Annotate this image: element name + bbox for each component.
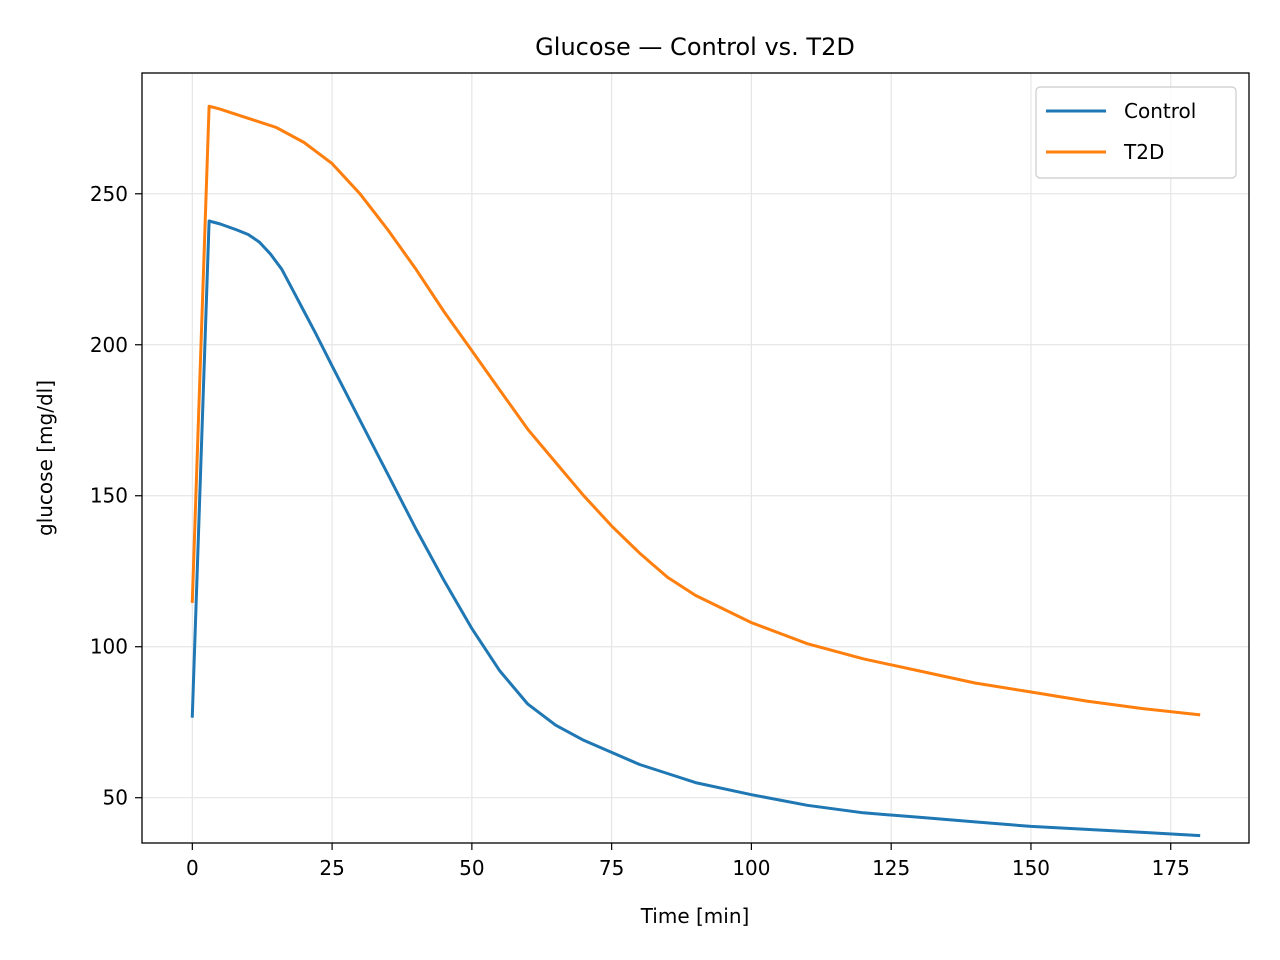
- series-group: [190, 104, 1201, 838]
- y-axis-title: glucose [mg/dl]: [33, 380, 57, 536]
- legend-label-control: Control: [1124, 99, 1196, 123]
- chart-title: Glucose — Control vs. T2D: [535, 33, 855, 61]
- legend: Control T2D: [1035, 86, 1237, 179]
- y-tick-label: 50: [103, 786, 128, 810]
- x-tick-label: 75: [599, 856, 624, 880]
- x-tick-label: 175: [1152, 856, 1190, 880]
- x-tick-label: 125: [872, 856, 910, 880]
- x-tick-label: 50: [459, 856, 484, 880]
- x-axis: 0 25 50 75 100 125 150 175: [186, 843, 1190, 880]
- y-axis: 50 100 150 200 250: [90, 182, 142, 810]
- x-tick-label: 100: [732, 856, 770, 880]
- x-axis-title: Time [min]: [640, 904, 750, 928]
- grid: [142, 73, 1249, 843]
- legend-label-t2d: T2D: [1123, 140, 1164, 164]
- x-tick-label: 150: [1012, 856, 1050, 880]
- y-tick-label: 100: [90, 635, 128, 659]
- series-line-control: [190, 219, 1201, 838]
- plot-frame: [141, 72, 1250, 844]
- y-tick-label: 250: [90, 182, 128, 206]
- x-tick-label: 25: [319, 856, 344, 880]
- x-tick-label: 0: [186, 856, 199, 880]
- y-tick-label: 200: [90, 333, 128, 357]
- series-line-t2d: [190, 104, 1201, 717]
- y-tick-label: 150: [90, 484, 128, 508]
